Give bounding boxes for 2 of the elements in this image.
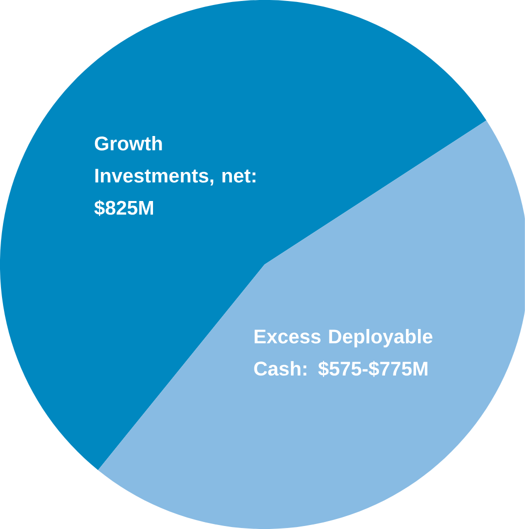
slice-label: Growth Investments, net: $825M (94, 136, 256, 216)
slice-label: Excess Deployable Cash: $575-$775M (254, 329, 432, 377)
